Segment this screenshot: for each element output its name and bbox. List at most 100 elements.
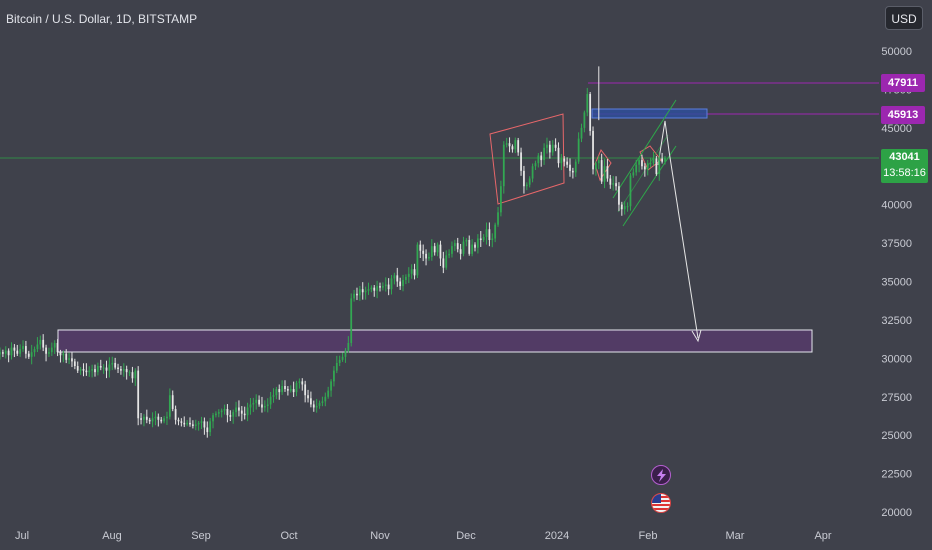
candle-body — [117, 367, 119, 370]
candle-body — [523, 170, 525, 187]
candle-body — [154, 416, 157, 419]
candle-body — [163, 418, 165, 422]
candle-body — [554, 144, 557, 148]
lightning-event-icon[interactable] — [651, 465, 671, 485]
candle-body — [456, 243, 459, 250]
trend-channel-mid — [617, 134, 669, 213]
candle-body — [433, 246, 436, 253]
y-tick-label: 37500 — [881, 238, 912, 250]
demand-zone[interactable] — [57, 329, 813, 353]
candle-body — [36, 344, 39, 350]
candle-body — [430, 246, 433, 257]
trend-channel-upper — [612, 99, 677, 199]
candle-body — [543, 147, 545, 161]
candle-body — [330, 381, 332, 391]
candle-body — [281, 385, 284, 393]
supply-zone[interactable] — [591, 108, 708, 119]
candle-body — [197, 422, 200, 425]
candle-body — [655, 158, 658, 174]
candle-body — [410, 269, 413, 274]
candle-body — [286, 389, 289, 391]
candle-body — [546, 144, 548, 148]
x-tick-label: Nov — [370, 530, 390, 542]
candle-body — [186, 422, 189, 425]
candle-body — [226, 409, 229, 416]
candle-body — [94, 369, 96, 373]
candle-body — [629, 175, 632, 207]
candle-body — [39, 339, 42, 345]
candle-body — [356, 293, 358, 296]
candle-body — [606, 166, 609, 179]
candle-body — [571, 170, 574, 173]
candle-body — [502, 144, 505, 187]
candle-body — [497, 212, 499, 225]
candle-body — [96, 366, 99, 373]
candle-body — [381, 286, 384, 288]
candle-body — [289, 389, 292, 391]
candle-body — [272, 395, 275, 397]
candle-body — [45, 347, 47, 354]
candle-body — [353, 293, 355, 299]
channel-pattern[interactable] — [489, 113, 565, 205]
candle-body — [428, 256, 430, 259]
candle-body — [595, 163, 597, 170]
candle-body — [577, 138, 580, 162]
candle-body — [261, 404, 263, 408]
candle-body — [422, 250, 425, 254]
candle-body — [189, 422, 191, 425]
projection-arrowhead — [691, 329, 702, 343]
candle-body — [79, 369, 82, 371]
candle-body — [453, 243, 456, 247]
candle-body — [609, 178, 612, 185]
candle-body — [171, 395, 174, 410]
candle-body — [649, 163, 652, 165]
y-tick-label: 35000 — [881, 277, 912, 289]
candle-body — [59, 352, 62, 356]
candle-body — [597, 160, 600, 164]
candle-body — [459, 249, 462, 254]
candle-body — [238, 407, 240, 411]
candle-body — [82, 369, 85, 371]
candle-body — [661, 158, 664, 162]
candle-body — [321, 401, 324, 403]
currency-button[interactable]: USD — [885, 6, 923, 30]
bar-countdown-label: 13:58:16 — [883, 167, 926, 179]
candle-body — [537, 155, 540, 164]
candle-body — [520, 152, 522, 171]
candle-body — [612, 183, 615, 185]
candle-body — [168, 395, 171, 417]
candle-body — [122, 369, 125, 371]
candle-body — [318, 402, 321, 406]
candle-body — [465, 240, 468, 242]
candle-body — [462, 241, 465, 254]
candle-body — [235, 407, 237, 413]
candle-body — [209, 421, 212, 433]
candle-body — [62, 353, 65, 356]
candle-body — [367, 289, 370, 291]
candle-body — [620, 204, 623, 210]
candle-body — [540, 155, 543, 161]
y-tick-label: 25000 — [881, 430, 912, 442]
candle-body — [574, 161, 577, 173]
candle-body — [560, 158, 563, 164]
candle-body — [635, 164, 638, 173]
candle-body — [632, 172, 635, 176]
candle-body — [30, 352, 33, 357]
triangle-pattern[interactable] — [594, 149, 612, 182]
candle-body — [379, 286, 381, 288]
candle-body — [347, 342, 350, 351]
candle-body — [361, 289, 364, 293]
candle-body — [335, 362, 338, 371]
us-flag-event-icon[interactable] — [651, 493, 671, 513]
time-axis[interactable]: Jul Aug Sep Oct Nov Dec 2024 Feb Mar Apr — [15, 530, 832, 542]
candle-body — [525, 184, 528, 187]
candle-body — [206, 427, 209, 433]
candle-body — [364, 290, 367, 293]
candle-body — [569, 164, 571, 171]
candle-body — [436, 244, 439, 253]
candle-body — [278, 389, 281, 393]
candle-body — [174, 409, 177, 420]
candle-body — [258, 399, 260, 405]
candle-body — [215, 413, 217, 416]
